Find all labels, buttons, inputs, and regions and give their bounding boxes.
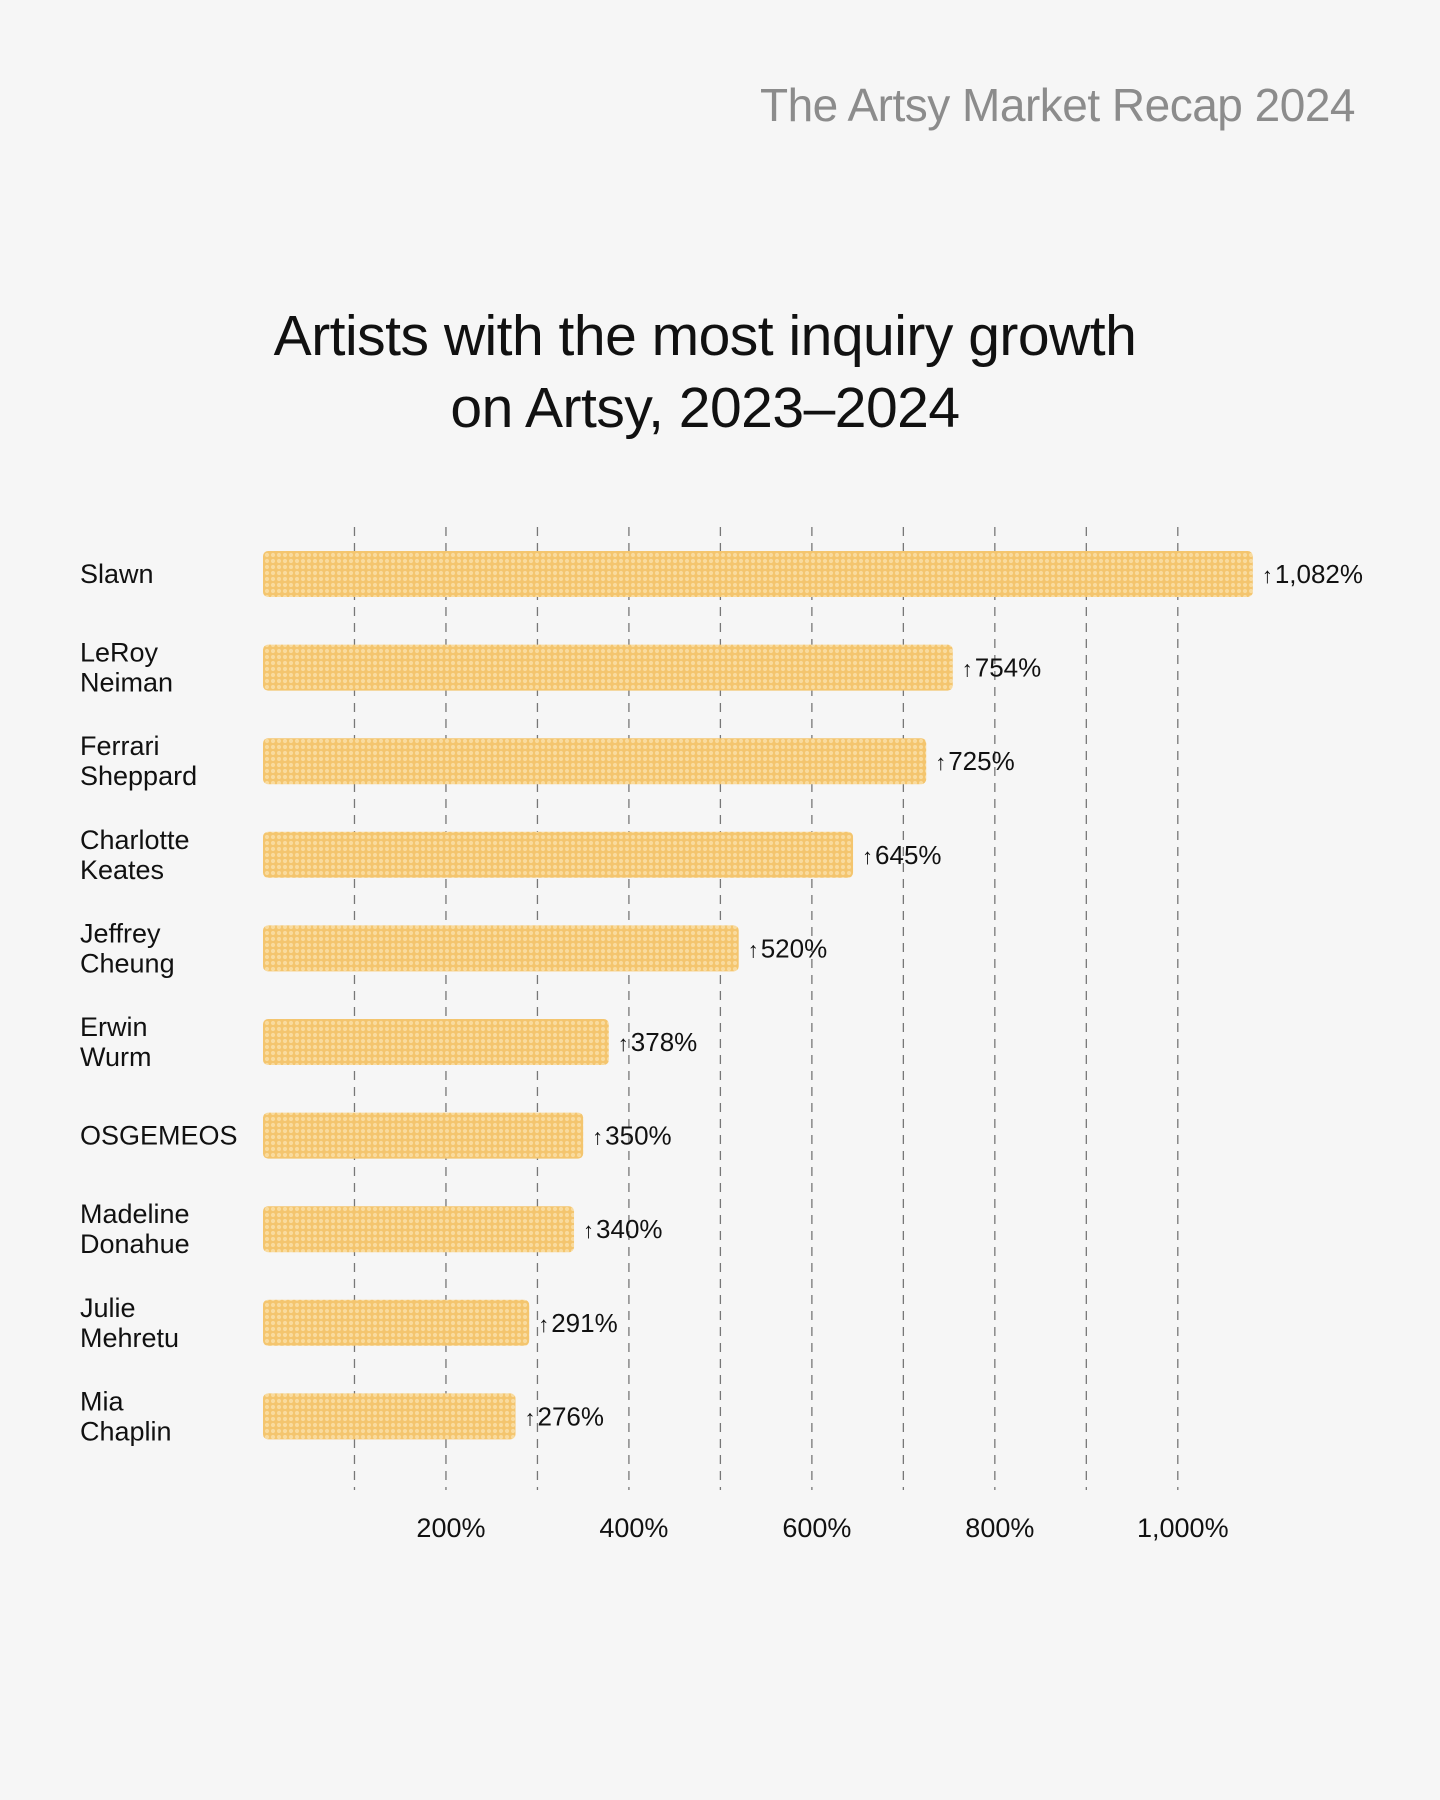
- category-label-3: Charlotte Keates: [80, 825, 190, 885]
- category-label-line: Neiman: [80, 668, 173, 698]
- value-label-text: 350%: [605, 1121, 672, 1151]
- value-label-4: ↑520%: [748, 933, 828, 963]
- value-label-text: 340%: [596, 1214, 663, 1244]
- category-label-line: OSGEMEOS: [80, 1121, 238, 1151]
- arrow-up-icon: ↑: [592, 1125, 603, 1150]
- value-label-text: 725%: [948, 746, 1015, 776]
- value-label-9: ↑276%: [524, 1401, 604, 1431]
- arrow-up-icon: ↑: [538, 1312, 549, 1337]
- category-label-7: Madeline Donahue: [80, 1199, 190, 1259]
- bar-9: [263, 1393, 516, 1440]
- category-label-0: Slawn: [80, 559, 154, 589]
- value-label-text: 291%: [551, 1308, 618, 1338]
- value-label-text: 1,082%: [1275, 559, 1363, 589]
- category-label-line: Charlotte: [80, 825, 190, 855]
- value-labels: ↑1,082%↑754%↑725%↑645%↑520%↑378%↑350%↑34…: [524, 559, 1363, 1431]
- category-label-2: Ferrari Sheppard: [80, 731, 197, 791]
- value-label-0: ↑1,082%: [1262, 559, 1363, 589]
- bar-0: [263, 551, 1253, 597]
- chart-title-line-1: Artists with the most inquiry growth: [273, 304, 1137, 368]
- category-label-line: Cheung: [80, 948, 175, 978]
- category-label-line: Julie: [80, 1293, 136, 1323]
- category-label-8: Julie Mehretu: [80, 1293, 179, 1353]
- category-label-line: Slawn: [80, 559, 154, 589]
- category-label-line: Sheppard: [80, 761, 197, 791]
- bar-2: [263, 738, 927, 785]
- arrow-up-icon: ↑: [748, 937, 759, 962]
- chart-title-line-2: on Artsy, 2023–2024: [450, 376, 960, 440]
- category-label-line: Jeffrey: [80, 918, 161, 948]
- category-label-6: OSGEMEOS: [80, 1121, 238, 1151]
- value-label-5: ↑378%: [618, 1027, 698, 1057]
- value-label-1: ↑754%: [962, 653, 1042, 683]
- category-label-line: Chaplin: [80, 1416, 172, 1446]
- category-label-line: Mehretu: [80, 1323, 179, 1353]
- value-label-text: 645%: [875, 840, 942, 870]
- x-tick-label-1: 400%: [599, 1513, 668, 1543]
- value-label-text: 378%: [631, 1027, 698, 1057]
- category-label-line: LeRoy: [80, 638, 159, 668]
- value-label-text: 520%: [761, 933, 828, 963]
- category-label-line: Mia: [80, 1386, 124, 1416]
- arrow-up-icon: ↑: [962, 657, 973, 682]
- category-label-4: Jeffrey Cheung: [80, 918, 175, 978]
- bar-6: [263, 1112, 584, 1159]
- category-label-line: Ferrari: [80, 731, 160, 761]
- bar-1: [263, 644, 953, 691]
- category-label-line: Wurm: [80, 1042, 152, 1072]
- category-label-1: LeRoy Neiman: [80, 638, 173, 698]
- bar-5: [263, 1019, 609, 1065]
- bar-4: [263, 925, 739, 972]
- x-tick-label-3: 800%: [965, 1513, 1034, 1543]
- category-label-line: Madeline: [80, 1199, 190, 1229]
- x-tick-label-4: 1,000%: [1137, 1513, 1229, 1543]
- value-label-2: ↑725%: [935, 746, 1015, 776]
- value-label-3: ↑645%: [862, 840, 942, 870]
- value-label-text: 754%: [975, 653, 1042, 683]
- bars: [263, 551, 1253, 1440]
- value-label-8: ↑291%: [538, 1308, 618, 1338]
- x-tick-label-2: 600%: [782, 1513, 851, 1543]
- value-label-text: 276%: [537, 1401, 604, 1431]
- report-brand-title: The Artsy Market Recap 2024: [759, 79, 1356, 131]
- arrow-up-icon: ↑: [1262, 563, 1273, 588]
- value-label-6: ↑350%: [592, 1121, 672, 1151]
- bar-3: [263, 831, 854, 878]
- category-label-9: Mia Chaplin: [80, 1386, 172, 1446]
- arrow-up-icon: ↑: [935, 750, 946, 775]
- category-label-line: Donahue: [80, 1229, 190, 1259]
- chart-title: Artists with the most inquiry growth on …: [0, 300, 1410, 444]
- x-tick-label-0: 200%: [416, 1513, 485, 1543]
- arrow-up-icon: ↑: [618, 1031, 629, 1056]
- x-axis-ticks: 200% 400% 600% 800% 1,000%: [416, 1513, 1228, 1543]
- category-label-line: Keates: [80, 855, 164, 885]
- arrow-up-icon: ↑: [524, 1405, 535, 1430]
- value-label-7: ↑340%: [583, 1214, 663, 1244]
- bar-8: [263, 1299, 530, 1346]
- category-labels: Slawn LeRoy Neiman Ferrari Sheppard Charlotte…: [80, 559, 238, 1446]
- category-label-line: Erwin: [80, 1012, 148, 1042]
- bar-7: [263, 1206, 575, 1253]
- category-label-5: Erwin Wurm: [80, 1012, 152, 1072]
- arrow-up-icon: ↑: [862, 844, 873, 869]
- arrow-up-icon: ↑: [583, 1218, 594, 1243]
